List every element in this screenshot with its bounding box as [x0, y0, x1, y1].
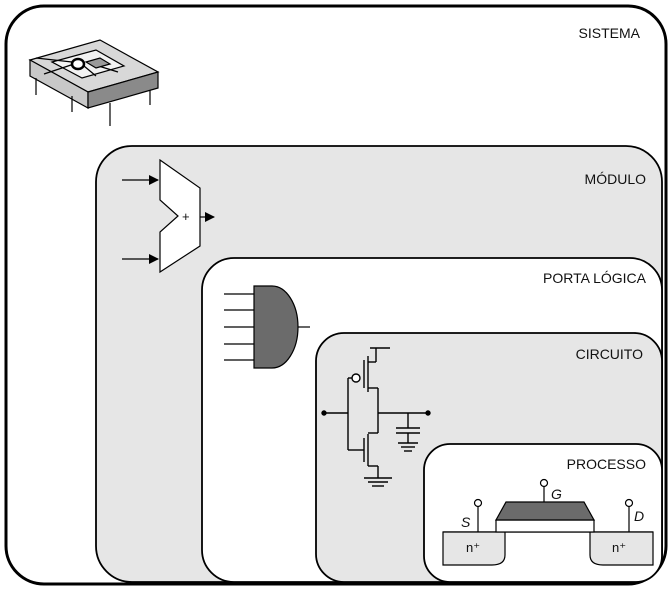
- chip-package-icon: [28, 39, 160, 126]
- adder-plus-symbol: +: [182, 209, 190, 224]
- adder-icon: +: [122, 158, 215, 274]
- mosfet-cross-section-icon: [442, 478, 654, 566]
- n-plus-right-label: n⁺: [612, 540, 626, 555]
- circuito-label: CIRCUITO: [576, 346, 644, 362]
- and-gate-icon: [224, 285, 310, 369]
- porta-logica-label: PORTA LÓGICA: [543, 270, 647, 286]
- modulo-label: MÓDULO: [585, 171, 647, 187]
- source-label: S: [461, 514, 471, 530]
- sistema-label: SISTEMA: [579, 25, 641, 41]
- drain-label: D: [634, 508, 644, 524]
- gate-label: G: [551, 486, 562, 502]
- processo-label: PROCESSO: [567, 456, 646, 472]
- cmos-inverter-icon: [321, 347, 431, 487]
- n-plus-left-label: n⁺: [466, 540, 480, 555]
